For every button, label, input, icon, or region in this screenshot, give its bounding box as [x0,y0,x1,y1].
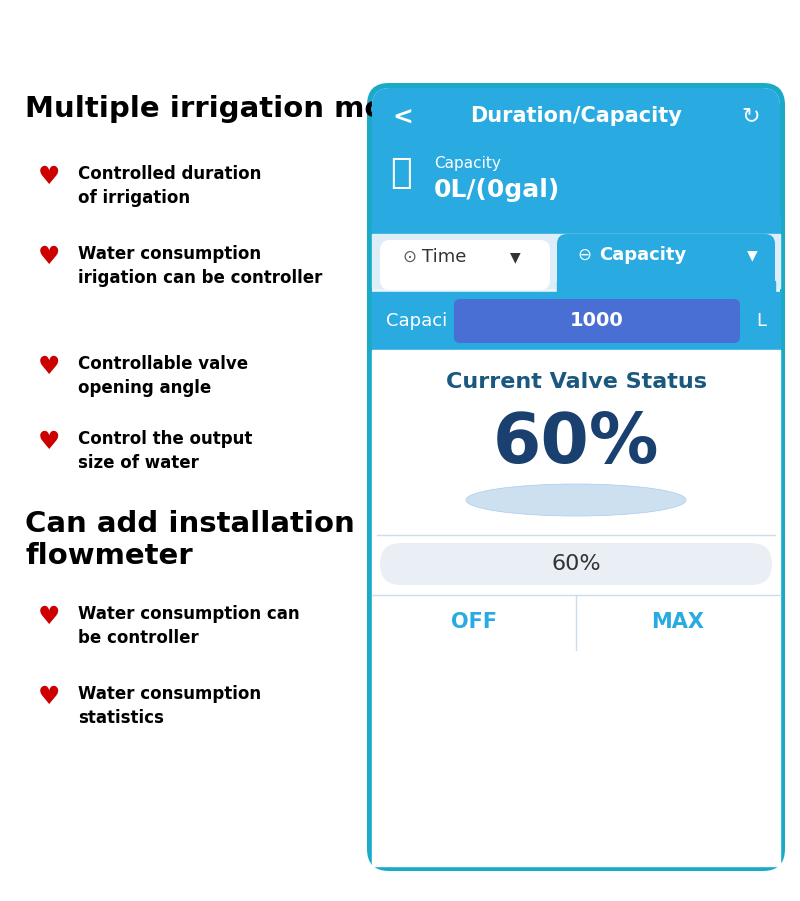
FancyBboxPatch shape [367,83,785,871]
Text: ♥: ♥ [38,430,60,454]
Text: <: < [392,106,413,130]
Bar [372,292,780,350]
Bar [372,216,780,236]
Text: 60%: 60% [493,410,659,477]
Text: 60%: 60% [551,554,601,574]
Text: Water consumption
irigation can be controller: Water consumption irigation can be contr… [78,245,322,287]
FancyBboxPatch shape [372,88,780,866]
Text: Multiple irrigation mode: Multiple irrigation mode [25,95,425,123]
Text: ▼: ▼ [510,250,521,264]
Text: ⊙: ⊙ [402,248,416,266]
Bar [557,281,775,296]
FancyBboxPatch shape [380,543,772,585]
Text: ♥: ♥ [38,355,60,379]
Text: Current Valve Status: Current Valve Status [446,372,706,392]
Text: ♥: ♥ [38,605,60,629]
Text: Duration/Capacity: Duration/Capacity [470,106,682,126]
Text: Controllable valve
opening angle: Controllable valve opening angle [78,355,248,396]
FancyBboxPatch shape [454,299,740,343]
Text: ⌛: ⌛ [390,156,412,190]
Text: Water consumption
statistics: Water consumption statistics [78,685,261,726]
Text: 1000: 1000 [570,312,624,331]
Bar [372,350,780,866]
Text: ♥: ♥ [38,165,60,189]
Text: ↻: ↻ [742,106,760,126]
Text: MAX: MAX [651,613,705,633]
Text: ⊖: ⊖ [577,246,591,264]
Text: ▼: ▼ [747,248,758,262]
Text: ♥: ♥ [38,685,60,709]
Text: OFF: OFF [451,613,497,633]
Text: Time: Time [422,248,466,266]
FancyBboxPatch shape [557,234,775,294]
Ellipse shape [466,484,686,516]
Text: Controlled duration
of irrigation: Controlled duration of irrigation [78,165,262,206]
Text: Capacity: Capacity [434,156,501,171]
Text: Capacity: Capacity [599,246,686,264]
Text: Can add installation
flowmeter: Can add installation flowmeter [25,510,354,570]
FancyBboxPatch shape [380,240,550,290]
Bar [372,234,780,288]
Text: 0L/(0gal): 0L/(0gal) [434,178,560,202]
Text: L: L [756,312,766,330]
Text: Control the output
size of water: Control the output size of water [78,430,252,471]
FancyBboxPatch shape [372,88,780,236]
Text: ♥: ♥ [38,245,60,269]
Text: Water consumption can
be controller: Water consumption can be controller [78,605,300,647]
Text: Capaci: Capaci [386,312,447,330]
